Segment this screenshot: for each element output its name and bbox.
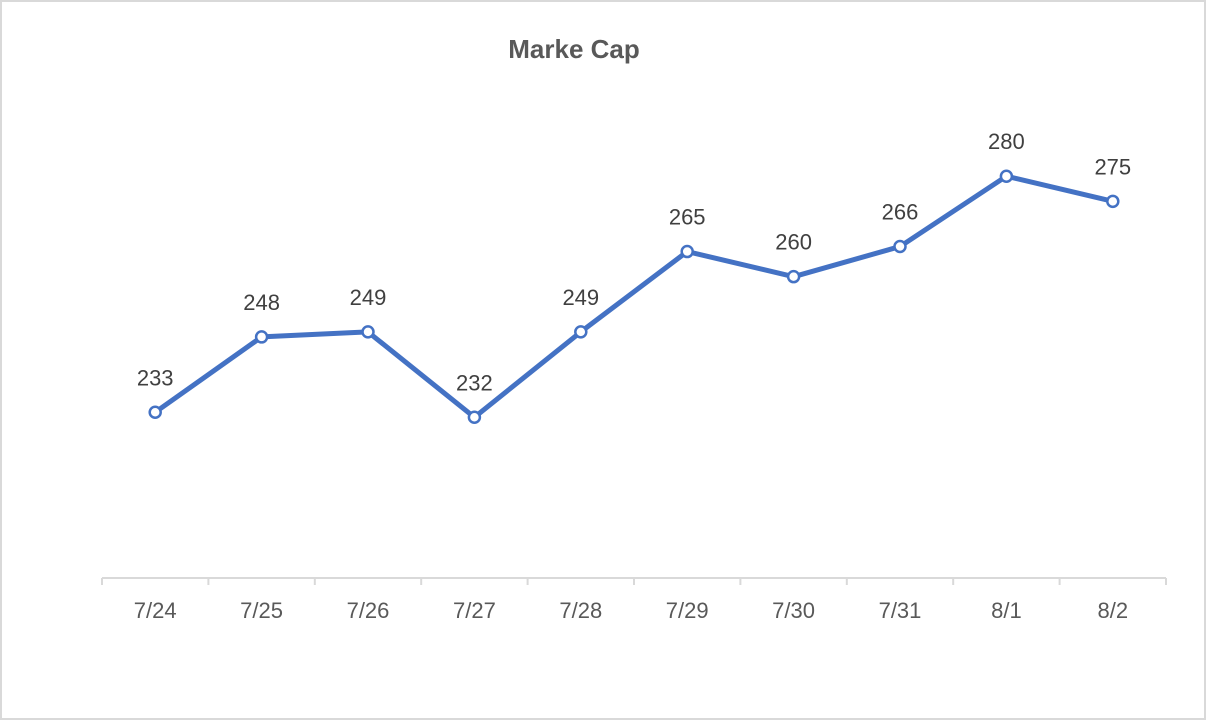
x-tick-label: 7/26 xyxy=(347,598,390,623)
data-point xyxy=(786,269,801,284)
data-label: 233 xyxy=(137,365,174,390)
data-label: 249 xyxy=(562,285,599,310)
x-tick-label: 8/2 xyxy=(1098,598,1129,623)
data-point xyxy=(1106,194,1120,209)
x-tick-label: 7/28 xyxy=(559,598,602,623)
x-tick-label: 7/24 xyxy=(134,598,177,623)
x-tick-label: 7/25 xyxy=(240,598,283,623)
x-tick-label: 7/29 xyxy=(666,598,709,623)
x-tick-label: 8/1 xyxy=(991,598,1022,623)
data-label: 265 xyxy=(669,205,706,230)
data-label: 248 xyxy=(243,290,280,315)
data-label: 275 xyxy=(1094,154,1131,179)
data-point xyxy=(574,325,588,339)
data-point xyxy=(999,169,1014,183)
chart-title: Marke Cap xyxy=(508,34,640,64)
data-point xyxy=(893,239,907,254)
data-label: 249 xyxy=(350,285,387,310)
data-point xyxy=(680,244,694,259)
data-point xyxy=(254,330,269,344)
x-tick-label: 7/31 xyxy=(879,598,922,623)
data-label: 266 xyxy=(882,200,919,225)
series-line xyxy=(152,173,1116,420)
data-point xyxy=(361,325,375,339)
data-label: 260 xyxy=(775,230,812,255)
data-label: 280 xyxy=(988,129,1025,154)
data-label: 232 xyxy=(456,370,493,395)
data-point xyxy=(467,410,482,425)
x-tick-label: 7/30 xyxy=(772,598,815,623)
data-point xyxy=(148,405,162,420)
x-tick-label: 7/27 xyxy=(453,598,496,623)
